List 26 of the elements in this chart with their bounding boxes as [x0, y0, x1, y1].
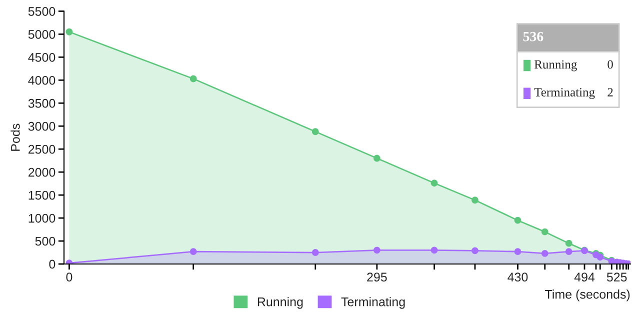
x-axis-title: Time (seconds) — [545, 290, 630, 302]
y-tick-label: 3000 — [28, 122, 56, 131]
x-tick-label: 525 — [606, 272, 627, 282]
y-tick-label: 4500 — [28, 52, 56, 62]
annotation: 536 — [523, 32, 544, 42]
annotation: 0 — [608, 60, 613, 69]
y-tick-label: 0 — [49, 260, 56, 269]
y-tick-label: 5500 — [28, 7, 56, 16]
y-tick-label: 2000 — [28, 168, 56, 177]
annotation: 2 — [608, 88, 613, 96]
y-tick-label: 500 — [35, 236, 56, 246]
y-tick-label: 2500 — [28, 144, 56, 154]
y-tick-label: 4000 — [28, 76, 56, 85]
x-tick-label: 494 — [574, 272, 595, 282]
y-tick-label: 1000 — [28, 214, 56, 223]
annotation: Terminating — [534, 88, 595, 100]
x-tick-label: 295 — [367, 272, 387, 282]
x-tick-label: 0 — [66, 272, 72, 282]
legend-label: Terminating — [341, 297, 405, 309]
y-tick-label: 3500 — [28, 98, 56, 108]
annotation: Running — [534, 60, 577, 72]
x-tick-label: 430 — [508, 272, 528, 282]
y-tick-label: 1500 — [28, 190, 56, 200]
legend-label: Running — [258, 297, 303, 309]
y-axis-title: Pods — [10, 124, 20, 151]
y-tick-label: 5000 — [28, 30, 56, 39]
